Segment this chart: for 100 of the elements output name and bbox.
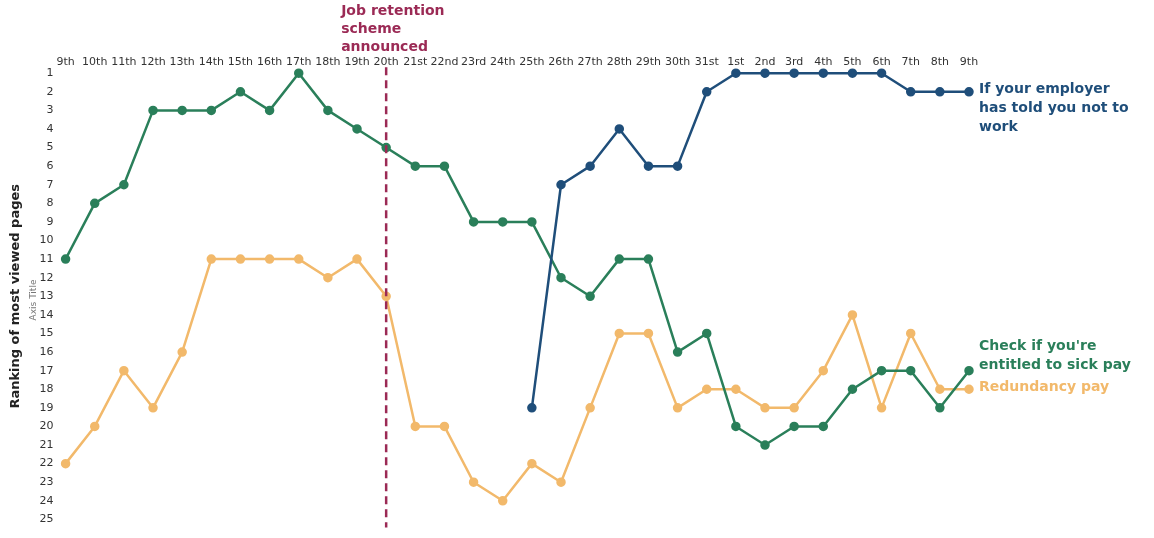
point [352,254,362,264]
y-tick-label: 20 [39,419,54,433]
point [439,161,450,171]
point [264,105,275,116]
x-tick-label: 24th [490,55,516,69]
point [323,105,333,116]
point [177,347,187,357]
point [410,161,421,171]
y-tick-label: 13 [39,289,54,303]
point [789,68,799,78]
point [789,403,799,413]
point [585,403,595,413]
point [556,477,566,487]
point [527,458,537,469]
point [60,458,71,469]
y-axis-title: Ranking of most viewed pages [7,183,23,409]
point [614,254,625,264]
point [672,161,683,171]
x-tick-label: 31st [694,55,720,69]
point [148,403,158,413]
point [876,68,887,78]
y-tick-label: 18 [39,382,54,396]
point [556,272,566,283]
point [352,124,362,134]
point [468,477,479,487]
x-tick-label: 6th [872,55,891,69]
point [905,365,916,376]
point [89,198,100,209]
point [701,328,712,339]
x-tick-label: 4th [814,55,833,69]
y-tick-label: 1 [46,66,54,80]
y-tick-label: 8 [46,196,54,210]
y-tick-label: 12 [39,270,54,284]
point [235,87,246,97]
point [614,124,625,134]
y-tick-label: 2 [46,84,54,98]
point [527,217,537,227]
point [818,365,829,376]
point [119,180,129,190]
x-tick-label: 22nd [430,55,459,69]
y-tick-label: 15 [39,326,54,340]
point [643,161,654,171]
point [847,384,858,395]
point [293,254,304,264]
series-label: If your employer has told you not to work [979,80,1130,135]
point [731,421,741,432]
point [497,496,508,506]
point [672,347,683,357]
series-label: Redundancy pay [979,377,1110,394]
point [731,384,741,395]
y-tick-label: 23 [39,475,54,489]
y-tick-label: 9 [46,214,54,228]
series-label: Check if you're entitled to sick pay [979,336,1131,372]
point [818,68,829,78]
x-tick-label: 3rd [784,55,804,69]
point [643,254,654,264]
y-tick-label: 6 [46,159,54,173]
point [760,403,770,413]
y-tick-label: 21 [39,437,54,451]
point [264,254,275,264]
point [935,384,945,395]
point [89,421,100,432]
x-tick-label: 11th [111,55,137,69]
x-tick-label: 12th [140,55,166,69]
x-tick-label: 1st [727,55,746,69]
point [643,328,654,339]
point [935,87,945,97]
point [760,440,770,450]
y-tick-label: 22 [39,456,54,470]
y-tick-label: 14 [39,307,54,321]
x-tick-label: 18th [315,55,341,69]
point [905,328,916,339]
point [323,272,333,283]
point [468,217,479,227]
point [964,384,974,395]
point [556,180,566,190]
x-tick-label: 5th [843,55,862,69]
x-tick-label: 16th [256,55,283,69]
point [293,68,304,78]
x-tick-label: 30th [664,55,691,69]
point [847,68,858,78]
x-tick-label: 25th [519,55,545,69]
point [789,421,799,432]
point [585,161,595,171]
point [760,68,770,78]
y-tick-label: 16 [39,344,54,358]
y-tick-label: 11 [39,251,54,265]
point [964,87,974,97]
x-tick-label: 28th [606,55,632,69]
ref-line-label: Job retention scheme announced [340,2,445,54]
y-tick-label: 5 [46,140,54,154]
point [235,254,246,264]
y-tick-label: 19 [39,400,54,414]
point [206,105,217,116]
point [701,384,712,395]
x-tick-label: 9th [56,55,75,69]
point [614,328,625,339]
point [206,254,217,264]
x-tick-label: 8th [930,55,950,69]
point [672,403,683,413]
